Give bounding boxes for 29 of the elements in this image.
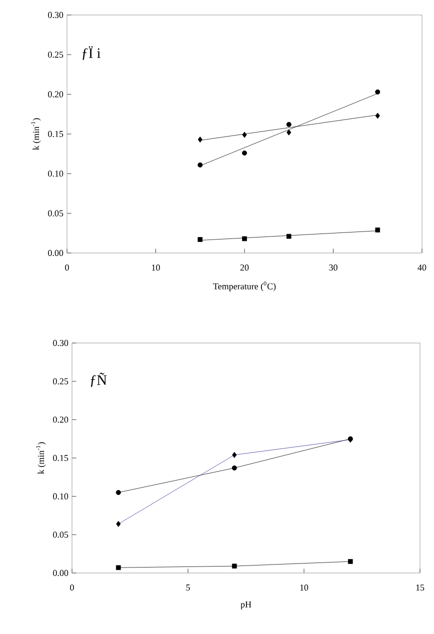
y-tick-label: 0.15: [48, 130, 64, 138]
annotation: ƒÑ: [90, 372, 107, 387]
y-tick-label: 0.25: [48, 52, 64, 58]
y-axis-title: k (min$^{-1}$): [31, 118, 41, 150]
y-tick-label: 0.00: [48, 250, 64, 256]
y-tick-label: 0.00: [53, 570, 68, 576]
annotation: ƒÏ i: [82, 46, 100, 60]
y-tick-label: 0.10: [48, 170, 64, 177]
x-tick-label: 10: [300, 584, 308, 591]
x-tick-label: 30: [329, 264, 338, 271]
x-axis-title: Temperature ($^{0}$C): [213, 281, 276, 292]
y-axis-title: k (min$^{-1}$): [36, 442, 46, 474]
y-tick-label: 0.20: [48, 91, 64, 98]
x-tick-label: 15: [416, 584, 424, 591]
y-tick-label: 0.05: [48, 210, 64, 216]
y-tick-label: 0.15: [53, 454, 68, 462]
y-tick-label: 0.25: [53, 378, 68, 384]
x-tick-label: 0: [65, 264, 69, 271]
y-tick-label: 0.30: [53, 340, 68, 346]
y-tick-label: 0.10: [53, 493, 68, 500]
y-tick-label: 0.20: [53, 416, 68, 423]
x-tick-label: 40: [418, 264, 426, 271]
y-tick-label: 0.30: [48, 12, 64, 18]
x-axis-title: pH: [240, 601, 252, 610]
y-tick-label: 0.05: [53, 532, 68, 538]
x-tick-label: 20: [240, 264, 249, 271]
x-tick-label: 0: [70, 584, 74, 591]
x-tick-label: 10: [152, 264, 160, 271]
x-tick-label: 5: [186, 584, 190, 591]
